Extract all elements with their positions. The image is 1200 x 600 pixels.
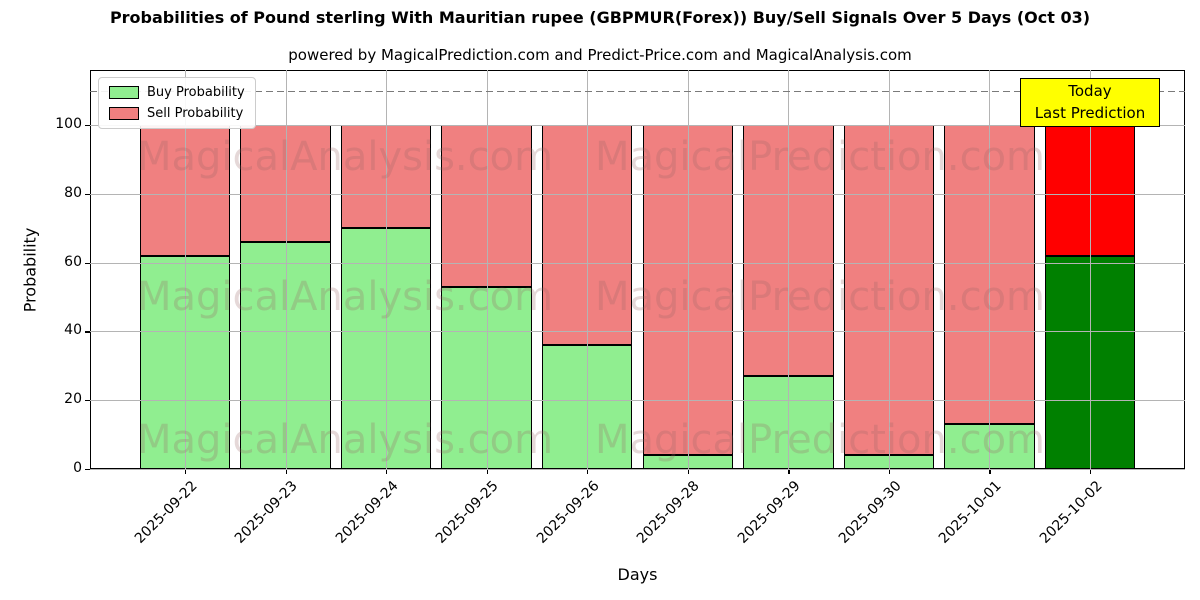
x-tick xyxy=(285,469,287,474)
buy-bar-segment[interactable] xyxy=(139,255,231,469)
y-tick-label: 60 xyxy=(64,253,82,270)
legend-item-sell: Sell Probability xyxy=(109,106,245,121)
chart-title: Probabilities of Pound sterling With Mau… xyxy=(109,8,1091,27)
buy-bar-segment[interactable] xyxy=(340,228,432,469)
buy-bar-segment[interactable] xyxy=(944,424,1035,469)
sell-bar-segment[interactable] xyxy=(541,125,633,346)
legend: Buy Probability Sell Probability xyxy=(98,77,256,129)
y-axis-label: Probability xyxy=(20,227,40,312)
x-axis-label: Days xyxy=(617,565,658,584)
y-tick xyxy=(85,331,90,333)
buy-bar-segment[interactable] xyxy=(1044,255,1136,469)
y-tick-label: 40 xyxy=(64,322,82,339)
legend-sell-label: Sell Probability xyxy=(147,106,244,121)
x-tick xyxy=(486,469,488,474)
x-tick-label: 2025-09-22 xyxy=(131,478,201,547)
chart-subtitle: powered by MagicalPrediction.com and Pre… xyxy=(288,46,912,64)
legend-buy-label: Buy Probability xyxy=(147,85,245,100)
horizontal-gridline xyxy=(90,469,1185,470)
x-tick-label: 2025-09-24 xyxy=(332,478,402,547)
buy-bar-segment[interactable] xyxy=(843,455,935,469)
x-tick-label: 2025-09-30 xyxy=(835,478,905,547)
buy-bar-segment[interactable] xyxy=(541,345,633,469)
x-tick xyxy=(989,469,991,474)
x-tick-label: 2025-09-25 xyxy=(433,478,503,547)
buy-bar-segment[interactable] xyxy=(240,241,331,469)
x-tick xyxy=(386,469,388,474)
sell-bar-segment[interactable] xyxy=(944,125,1035,425)
x-tick xyxy=(788,469,790,474)
legend-item-buy: Buy Probability xyxy=(109,85,245,100)
buy-bar-segment[interactable] xyxy=(743,376,834,469)
x-tick-label: 2025-09-28 xyxy=(634,478,704,547)
sell-bar-segment[interactable] xyxy=(843,125,935,456)
today-annotation-line1: Today xyxy=(1068,81,1112,100)
y-tick xyxy=(85,469,90,471)
sell-bar-segment[interactable] xyxy=(642,125,733,456)
x-tick xyxy=(185,469,187,474)
y-tick-label: 80 xyxy=(64,184,82,201)
x-tick-label: 2025-09-23 xyxy=(232,478,301,547)
sell-bar-segment[interactable] xyxy=(441,125,532,287)
y-tick xyxy=(85,262,90,264)
x-tick-label: 2025-10-02 xyxy=(1036,478,1106,547)
sell-bar-segment[interactable] xyxy=(139,125,231,256)
x-tick xyxy=(587,469,589,474)
y-tick-label: 100 xyxy=(55,116,82,133)
sell-bar-segment[interactable] xyxy=(340,125,432,229)
y-tick xyxy=(85,400,90,402)
sell-bar-segment[interactable] xyxy=(1044,125,1136,256)
x-tick xyxy=(888,469,891,474)
x-tick xyxy=(687,469,689,474)
sell-bar-segment[interactable] xyxy=(743,125,834,377)
x-tick-label: 2025-10-01 xyxy=(935,478,1005,547)
buy-bar-segment[interactable] xyxy=(642,455,733,469)
y-tick-label: 20 xyxy=(64,391,82,408)
x-tick xyxy=(1089,469,1092,474)
today-annotation-line2: Last Prediction xyxy=(1034,103,1146,122)
x-tick-label: 2025-09-26 xyxy=(533,478,603,547)
today-annotation: Today Last Prediction xyxy=(1019,78,1160,127)
buy-swatch-icon xyxy=(109,86,139,99)
y-tick-label: 0 xyxy=(73,460,82,476)
buy-bar-segment[interactable] xyxy=(441,286,532,469)
sell-bar-segment[interactable] xyxy=(240,125,331,242)
x-tick-label: 2025-09-29 xyxy=(734,478,804,547)
y-tick xyxy=(85,125,90,127)
y-tick xyxy=(85,193,90,195)
sell-swatch-icon xyxy=(109,107,139,120)
